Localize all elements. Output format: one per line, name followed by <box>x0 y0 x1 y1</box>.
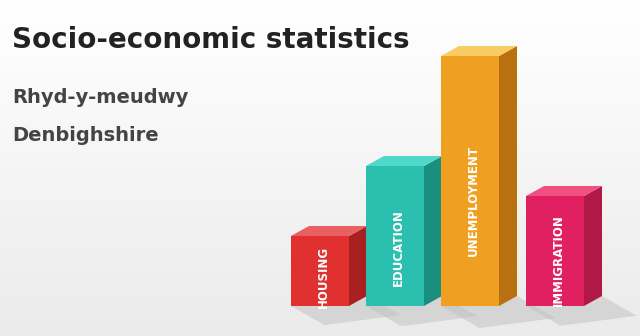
Bar <box>0 319 640 325</box>
Bar <box>0 118 640 123</box>
Polygon shape <box>424 156 442 306</box>
Bar <box>0 95 640 101</box>
Bar <box>0 258 640 263</box>
Bar <box>0 330 640 336</box>
Polygon shape <box>526 296 637 326</box>
Bar <box>0 140 640 145</box>
Bar <box>0 191 640 196</box>
Bar <box>0 313 640 319</box>
Bar <box>0 302 640 308</box>
Polygon shape <box>291 236 349 306</box>
Bar <box>0 123 640 129</box>
Bar <box>0 246 640 252</box>
Bar <box>0 134 640 140</box>
Text: Socio-economic statistics: Socio-economic statistics <box>12 26 410 54</box>
Bar <box>0 207 640 213</box>
Polygon shape <box>366 166 424 306</box>
Polygon shape <box>526 196 584 306</box>
Bar <box>0 11 640 17</box>
Bar <box>0 280 640 286</box>
Bar <box>0 0 640 6</box>
Bar <box>0 241 640 246</box>
Bar <box>0 73 640 78</box>
Polygon shape <box>526 186 602 196</box>
Bar <box>0 129 640 134</box>
Bar <box>0 218 640 224</box>
Bar <box>0 112 640 118</box>
Bar <box>0 78 640 84</box>
Bar <box>0 275 640 280</box>
Polygon shape <box>441 46 517 56</box>
Bar <box>0 168 640 174</box>
Bar <box>0 286 640 291</box>
Bar <box>0 17 640 23</box>
Bar <box>0 45 640 50</box>
Bar <box>0 263 640 269</box>
Bar <box>0 84 640 90</box>
Bar <box>0 229 640 235</box>
Polygon shape <box>291 296 401 325</box>
Bar <box>0 28 640 34</box>
Text: Rhyd-y-meudwy: Rhyd-y-meudwy <box>12 88 188 107</box>
Bar <box>0 235 640 241</box>
Text: UNEMPLOYMENT: UNEMPLOYMENT <box>467 145 480 256</box>
Bar <box>0 325 640 330</box>
Text: IMMIGRATION: IMMIGRATION <box>552 214 565 306</box>
Bar <box>0 151 640 157</box>
Bar <box>0 269 640 275</box>
Text: EDUCATION: EDUCATION <box>392 209 405 286</box>
Polygon shape <box>584 186 602 306</box>
Polygon shape <box>366 156 442 166</box>
Bar <box>0 308 640 313</box>
Polygon shape <box>291 226 367 236</box>
Bar <box>0 145 640 151</box>
Bar <box>0 213 640 218</box>
Bar <box>0 39 640 45</box>
Bar <box>0 56 640 61</box>
Bar <box>0 174 640 179</box>
Bar <box>0 224 640 229</box>
Bar <box>0 50 640 56</box>
Bar <box>0 67 640 73</box>
Bar <box>0 291 640 297</box>
Text: HOUSING: HOUSING <box>317 246 330 308</box>
Bar <box>0 23 640 28</box>
Bar <box>0 61 640 67</box>
Polygon shape <box>366 296 477 326</box>
Text: Denbighshire: Denbighshire <box>12 126 159 145</box>
Bar <box>0 6 640 11</box>
Bar <box>0 185 640 191</box>
Bar <box>0 101 640 107</box>
Polygon shape <box>441 56 499 306</box>
Polygon shape <box>441 296 556 328</box>
Bar <box>0 179 640 185</box>
Bar <box>0 202 640 207</box>
Bar <box>0 157 640 162</box>
Bar <box>0 90 640 95</box>
Bar <box>0 297 640 302</box>
Bar <box>0 196 640 202</box>
Polygon shape <box>349 226 367 306</box>
Bar <box>0 107 640 112</box>
Bar <box>0 34 640 39</box>
Bar <box>0 252 640 258</box>
Bar <box>0 162 640 168</box>
Polygon shape <box>499 46 517 306</box>
